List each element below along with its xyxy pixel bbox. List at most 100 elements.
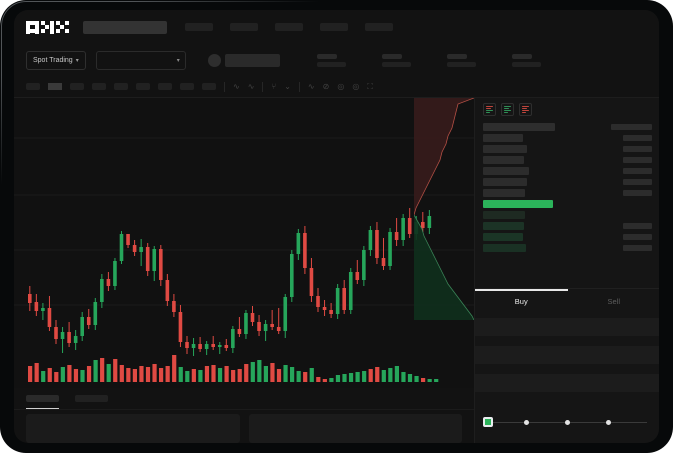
orderbook-ask-row-5[interactable] <box>475 166 659 175</box>
orderbook-price-value <box>623 156 652 163</box>
stat-value <box>381 61 411 67</box>
orderbook-asks-icon[interactable] <box>519 103 532 116</box>
tab-sell[interactable]: Sell <box>607 297 620 306</box>
market-stats <box>316 53 541 67</box>
orderbook-price-value <box>623 222 652 229</box>
orderbook-bid-row-1[interactable] <box>475 210 659 219</box>
search-input[interactable] <box>83 20 167 34</box>
orderbook-size-bar <box>483 199 553 208</box>
orderbook-size-bar <box>483 155 524 164</box>
logo-block-k <box>41 20 54 34</box>
chevron-down-icon: ▾ <box>75 57 79 64</box>
orderbook[interactable] <box>475 122 659 288</box>
trading-pair-selector[interactable]: ▾ <box>95 50 186 70</box>
orderbook-ask-row-6[interactable] <box>475 177 659 186</box>
timeframe-3[interactable] <box>70 83 84 90</box>
stat-label <box>511 53 532 59</box>
orderbook-price-value <box>623 178 652 185</box>
slider-dot-25 <box>524 419 529 425</box>
buy-sell-tabs: Buy Sell <box>475 288 659 314</box>
orders-tabs <box>14 388 474 410</box>
magnet-icon[interactable]: ⊘ <box>322 81 330 91</box>
orderbook-size-bar <box>483 133 523 142</box>
stat-label <box>316 53 337 59</box>
nav-item-2[interactable] <box>230 23 258 31</box>
stat-value <box>446 61 476 67</box>
timeframe-8[interactable] <box>180 83 194 90</box>
toolbar-divider <box>298 81 300 92</box>
line-chart-icon[interactable]: ∿ <box>307 81 315 91</box>
timeframe-5[interactable] <box>114 83 128 90</box>
orderbook-price-value <box>623 244 652 251</box>
timeframe-6[interactable] <box>136 83 150 90</box>
depth-chart-overlay <box>414 98 474 320</box>
header-nav <box>185 23 393 31</box>
slider-handle[interactable] <box>483 417 493 427</box>
stat-block-4 <box>511 53 541 67</box>
timeframe-7[interactable] <box>158 83 172 90</box>
orderbook-size-bar <box>483 177 527 186</box>
orderbook-size-bar <box>483 144 527 153</box>
stat-label <box>446 53 467 59</box>
stat-value <box>316 61 346 67</box>
timeframe-4[interactable] <box>92 83 106 90</box>
trade-panel: Buy Sell <box>474 98 659 443</box>
orderbook-bids-icon[interactable] <box>501 103 514 116</box>
amount-slider[interactable] <box>483 416 649 428</box>
order-price-field[interactable] <box>475 318 659 336</box>
timeframe-1[interactable] <box>26 83 40 90</box>
stat-label <box>381 53 402 59</box>
order-amount-field[interactable] <box>475 346 659 364</box>
orderbook-ask-row-2[interactable] <box>475 133 659 142</box>
orderbook-ask-row-4[interactable] <box>475 155 659 164</box>
orderbook-size-bar <box>483 122 555 131</box>
compare-icon[interactable]: ∿ <box>247 81 255 91</box>
orderbook-spread-row[interactable] <box>475 199 659 208</box>
orderbook-price-value <box>623 145 652 152</box>
price-chart[interactable] <box>14 98 474 388</box>
timeframe-2[interactable] <box>48 83 62 90</box>
nav-item-4[interactable] <box>320 23 348 31</box>
logo-block-x <box>56 20 69 34</box>
market-type-selector[interactable]: Spot Trading ▾ <box>26 50 86 70</box>
orderbook-both-icon[interactable] <box>483 103 496 116</box>
orderbook-ask-row-7[interactable] <box>475 188 659 197</box>
stat-block-2 <box>381 53 411 67</box>
orderbook-ask-row-3[interactable] <box>475 144 659 153</box>
orderbook-size-bar <box>483 210 525 219</box>
orders-panel-left <box>26 414 240 443</box>
orderbook-price-value <box>611 123 652 130</box>
tab-open-orders[interactable] <box>26 395 59 409</box>
nav-item-3[interactable] <box>275 23 303 31</box>
okx-logo[interactable]: OKX <box>26 20 71 34</box>
indicator-wave-icon[interactable]: ∿ <box>233 81 240 91</box>
orderbook-size-bar <box>483 188 525 197</box>
timeframe-9[interactable] <box>202 83 216 90</box>
orderbook-ask-row-1[interactable] <box>475 122 659 131</box>
order-total-field[interactable] <box>475 374 659 392</box>
tab-order-history[interactable] <box>75 395 108 402</box>
orderbook-size-bar <box>483 243 526 252</box>
tab-buy[interactable]: Buy <box>475 289 568 314</box>
orderbook-bid-row-4[interactable] <box>475 243 659 252</box>
camera-icon[interactable]: ◎ <box>352 81 360 91</box>
pair-avatar <box>207 53 221 67</box>
settings-sliders-icon[interactable]: ⑂ <box>271 81 277 91</box>
nav-item-1[interactable] <box>185 23 213 31</box>
orderbook-bid-row-2[interactable] <box>475 221 659 230</box>
orderbook-price-value <box>623 134 652 141</box>
app-screen: OKX Spot Trading ▾ ▾ <box>14 10 659 443</box>
stat-block-1 <box>316 53 346 67</box>
order-form <box>475 314 659 407</box>
chart-toolbar: ∿ ∿ ⑂ ⌄ ∿ ⊘ ◎ ◎ ⛶ <box>14 76 659 98</box>
eye-icon[interactable]: ◎ <box>337 81 345 91</box>
orderbook-size-bar <box>483 221 524 230</box>
last-price <box>224 53 280 67</box>
chevron-down-icon[interactable]: ⌄ <box>284 81 291 91</box>
nav-item-5[interactable] <box>365 23 393 31</box>
slider-dot-50 <box>565 419 570 425</box>
orderbook-bid-row-3[interactable] <box>475 232 659 241</box>
market-subbar: Spot Trading ▾ ▾ <box>14 44 659 76</box>
fullscreen-icon[interactable]: ⛶ <box>367 81 373 91</box>
